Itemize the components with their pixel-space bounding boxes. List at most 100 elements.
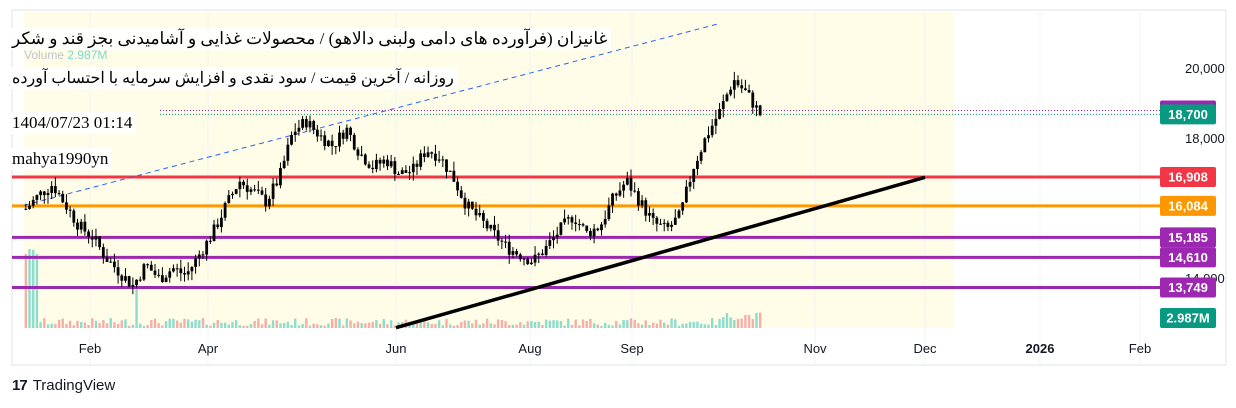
- candle-body: [522, 258, 526, 260]
- x-tick-label: Feb: [1129, 341, 1151, 356]
- candle-body: [61, 193, 65, 203]
- candle-body: [352, 134, 356, 150]
- volume-bar: [437, 320, 441, 328]
- volume-bar: [482, 323, 485, 328]
- price-label-box: [1160, 167, 1216, 188]
- candle-body: [256, 189, 260, 191]
- candle-body: [566, 217, 570, 219]
- volume-bar: [415, 320, 419, 328]
- candle-body: [271, 183, 275, 199]
- tradingview-logo[interactable]: 17 TradingView: [12, 377, 115, 394]
- volume-bar: [57, 319, 61, 328]
- volume-bar: [50, 323, 53, 328]
- candle-body: [648, 213, 651, 216]
- volume-bar: [533, 321, 537, 328]
- volume-bar: [393, 325, 397, 328]
- volume-bar: [157, 323, 160, 328]
- volume-bar: [596, 324, 599, 328]
- volume-bar: [312, 323, 315, 328]
- volume-bar: [194, 319, 197, 328]
- candle-body: [39, 191, 43, 196]
- volume-bar: [519, 322, 522, 328]
- candle-body: [408, 172, 412, 174]
- volume-bar: [216, 320, 219, 328]
- candle-body: [113, 261, 116, 268]
- candle-body: [120, 275, 124, 281]
- volume-bar: [736, 318, 740, 328]
- volume-bar: [637, 323, 640, 328]
- candle-body: [426, 152, 430, 157]
- volume-bar: [710, 318, 714, 328]
- candle-body: [282, 160, 286, 168]
- volume-bar: [581, 319, 585, 328]
- candle-body: [142, 264, 146, 280]
- candle-body: [518, 254, 522, 260]
- volume-bar: [397, 322, 400, 328]
- volume-bar: [585, 321, 588, 328]
- candle-body: [718, 109, 721, 119]
- candle-body: [304, 119, 308, 128]
- candle-body: [105, 257, 109, 263]
- candle-body: [87, 231, 90, 237]
- candle-body: [94, 236, 98, 240]
- volume-bar: [626, 320, 629, 328]
- candle-body: [511, 251, 515, 255]
- candle-body: [611, 193, 614, 206]
- volume-bar: [153, 318, 157, 328]
- candle-body: [448, 170, 452, 172]
- candle-body: [651, 213, 655, 218]
- candle-body: [124, 276, 127, 281]
- candle-body: [537, 253, 541, 255]
- candle-body: [397, 173, 400, 175]
- volume-bar: [24, 254, 28, 328]
- volume-bar: [79, 322, 83, 328]
- volume-bar: [334, 318, 338, 328]
- volume-bar: [231, 321, 234, 328]
- candle-body: [552, 237, 555, 241]
- candle-body: [76, 222, 79, 230]
- volume-bar: [515, 324, 518, 328]
- volume-bar: [522, 324, 526, 328]
- candle-body: [570, 217, 574, 223]
- tradingview-logo-icon: 17: [12, 377, 28, 394]
- candle-body: [696, 160, 699, 169]
- candle-body: [183, 273, 186, 275]
- volume-bar: [116, 323, 120, 328]
- volume-bar: [618, 324, 622, 328]
- candle-body: [279, 167, 282, 186]
- x-tick-label: Jun: [386, 341, 407, 356]
- price-labels: 18,81118,70016,90816,08415,18514,61013,7…: [1160, 100, 1216, 328]
- timestamp: 1404/07/23 01:14: [8, 112, 137, 134]
- volume-bar: [589, 318, 592, 328]
- volume-bar: [666, 324, 670, 328]
- volume-bar: [364, 323, 367, 328]
- candle-body: [670, 224, 673, 227]
- volume-bar: [282, 322, 286, 328]
- volume-bar: [474, 319, 478, 328]
- volume-bar: [570, 324, 574, 328]
- volume-bar: [227, 324, 230, 328]
- candle-body: [301, 119, 304, 128]
- candle-body: [378, 159, 382, 164]
- volume-bar: [548, 320, 552, 328]
- candle-body: [467, 201, 471, 209]
- volume-bar: [341, 325, 345, 328]
- x-tick-label: 2026: [1026, 341, 1055, 356]
- volume-bar: [223, 322, 227, 328]
- volume-bar: [72, 325, 76, 328]
- volume-bar: [356, 321, 360, 328]
- volume-bar: [65, 324, 68, 328]
- volume-bar: [327, 323, 330, 328]
- volume-bars: [24, 248, 762, 328]
- x-tick-label: Apr: [198, 341, 219, 356]
- candle-body: [157, 274, 161, 276]
- volume-bar: [622, 319, 625, 328]
- candle-body: [614, 193, 618, 196]
- volume-bar: [201, 318, 205, 328]
- volume-bar: [496, 319, 500, 328]
- volume-bar: [389, 320, 393, 328]
- volume-bar: [120, 320, 123, 328]
- volume-bar: [316, 324, 319, 328]
- price-label-box: [1160, 104, 1216, 125]
